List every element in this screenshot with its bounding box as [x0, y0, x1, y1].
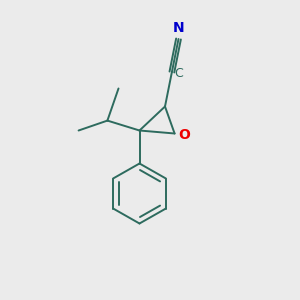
- Text: C: C: [174, 67, 183, 80]
- Text: N: N: [173, 21, 184, 35]
- Text: O: O: [178, 128, 190, 142]
